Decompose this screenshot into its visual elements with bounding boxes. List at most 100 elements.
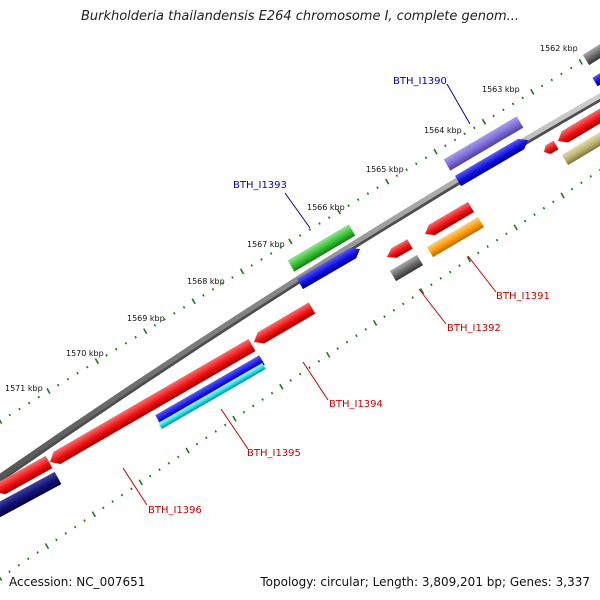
gene-cyan[interactable] — [158, 362, 266, 430]
track-dot — [37, 395, 41, 399]
track-dot — [317, 359, 321, 363]
gene-bth-i1391[interactable] — [426, 216, 485, 258]
gene-blue-mid[interactable] — [296, 244, 363, 290]
track-dot — [27, 557, 30, 561]
label-leader-lines — [122, 83, 497, 506]
track-dot — [542, 206, 546, 210]
track-dot — [138, 479, 143, 486]
track-dot — [513, 224, 518, 231]
gene-label-bth-i1394[interactable]: BTH_I1394 — [329, 399, 383, 410]
track-dot — [289, 379, 293, 382]
track-dot — [589, 175, 593, 178]
track-dot — [511, 102, 515, 106]
gene-red-top[interactable] — [555, 107, 600, 146]
gene-bth-i1392[interactable] — [389, 254, 424, 282]
track-dot — [221, 282, 224, 285]
track-dot — [177, 455, 180, 459]
track-dot — [173, 311, 176, 315]
track-dot — [318, 222, 321, 225]
track-dot — [8, 413, 12, 417]
track-dot — [223, 423, 227, 427]
gene-label-bth-i1392[interactable]: BTH_I1392 — [447, 323, 501, 334]
gene-bth-i1394[interactable] — [251, 302, 316, 347]
gene-red-small[interactable] — [541, 140, 559, 157]
track-dot — [44, 543, 50, 550]
track-dot — [355, 334, 358, 338]
track-dot — [124, 341, 128, 345]
gene-bth-i1395[interactable] — [155, 355, 265, 425]
track-dot — [402, 302, 405, 306]
track-dot — [415, 162, 418, 166]
gene-red-mid[interactable] — [422, 201, 475, 239]
gene-label-bth-i1390[interactable]: BTH_I1390 — [393, 76, 447, 87]
track-dot — [56, 383, 60, 387]
track-dot — [298, 372, 302, 376]
gene-bth-i1390[interactable] — [443, 116, 524, 171]
leader-line — [122, 467, 148, 506]
track-dot — [578, 58, 583, 65]
track-dot — [167, 461, 171, 465]
track-dot — [336, 347, 339, 350]
track-dot — [288, 238, 293, 245]
track-dot — [560, 192, 565, 199]
track-dot — [0, 574, 3, 581]
gene-olive[interactable] — [561, 130, 600, 166]
track-dot — [439, 277, 443, 280]
gene-label-bth-i1396[interactable]: BTH_I1396 — [148, 505, 202, 516]
track-dot — [102, 506, 105, 510]
gene-red-short[interactable] — [384, 239, 413, 262]
gene-blue-top[interactable] — [592, 71, 600, 87]
track-dot — [433, 148, 438, 155]
track-dots — [0, 48, 600, 581]
track-dot — [308, 366, 311, 370]
track-dot — [27, 401, 31, 405]
track-dot — [91, 511, 97, 518]
track-dot — [376, 186, 379, 190]
leader-line — [467, 255, 497, 293]
gene-label-bth-i1393[interactable]: BTH_I1393 — [233, 180, 287, 191]
track-dot — [486, 245, 489, 248]
track-dot — [580, 181, 583, 185]
track-dot — [521, 96, 524, 100]
gene-red-long[interactable] — [46, 338, 256, 468]
track-dot — [120, 493, 124, 497]
track-dot — [130, 487, 133, 491]
gene-gray-top[interactable] — [582, 42, 600, 66]
leader-line — [418, 288, 447, 325]
track-dot — [463, 132, 466, 136]
gene-bth-i1396[interactable] — [0, 471, 62, 519]
track-dot — [269, 252, 273, 255]
track-dot — [158, 468, 161, 472]
track-dot — [569, 66, 573, 70]
track-dot — [64, 532, 68, 535]
gene-features — [0, 42, 600, 519]
gene-label-bth-i1395[interactable]: BTH_I1395 — [247, 448, 301, 459]
track-dot — [185, 447, 190, 454]
leader-line — [284, 192, 311, 229]
tick-label: 1567 kbp — [247, 240, 285, 249]
gene-label-bth-i1391[interactable]: BTH_I1391 — [496, 291, 550, 302]
track-dot — [405, 168, 408, 172]
track-dot — [395, 174, 399, 178]
track-dot — [372, 319, 378, 326]
track-dot — [481, 118, 487, 125]
track-dot — [325, 351, 331, 358]
gene-blue-1[interactable] — [454, 135, 531, 187]
gene-red-left[interactable] — [0, 455, 53, 498]
track-dot — [495, 238, 499, 242]
gene-bth-i1393[interactable] — [287, 224, 356, 272]
track-dot — [239, 268, 245, 275]
map-title: Burkholderia thailandensis E264 chromoso… — [80, 9, 520, 24]
track-dot — [73, 525, 77, 529]
track-dot — [366, 192, 370, 196]
track-dot — [523, 219, 527, 223]
track-dot — [492, 114, 495, 118]
track-dot — [345, 340, 349, 344]
track-dot — [76, 371, 79, 375]
track-dot — [111, 500, 114, 503]
track-dot — [148, 474, 152, 478]
tick-label: 1565 kbp — [366, 165, 404, 174]
track-dot — [411, 296, 414, 299]
track-dot — [364, 328, 368, 331]
